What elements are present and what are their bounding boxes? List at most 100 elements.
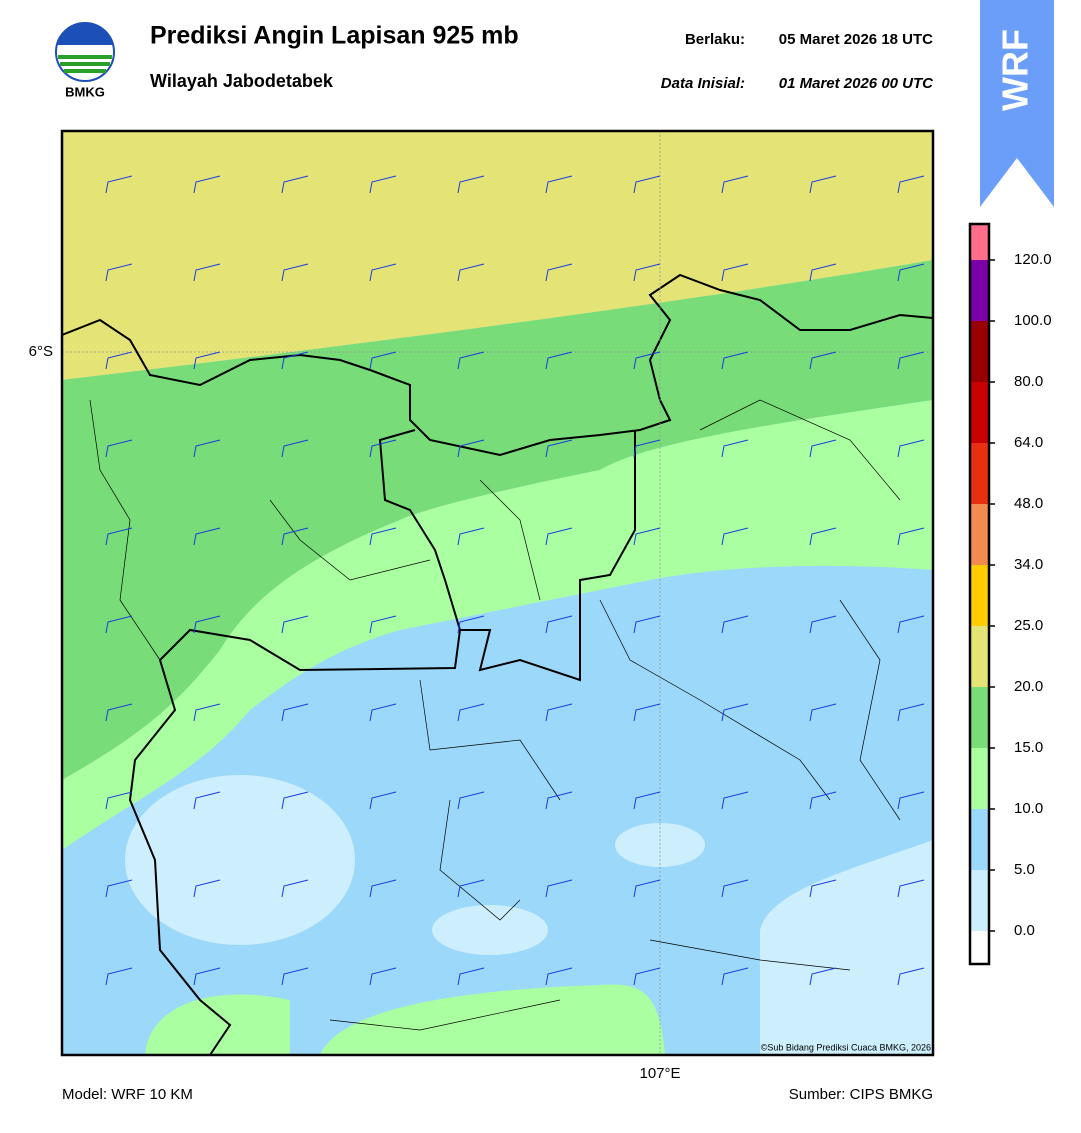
colorbar-tick-label: 25.0: [1014, 617, 1043, 634]
wind-barb: [193, 175, 221, 194]
color-segment: [970, 565, 989, 626]
wind-barb: [721, 879, 749, 898]
wind-barb: [457, 439, 485, 458]
color-segment: [970, 687, 989, 748]
colorbar-tick-label: 5.0: [1014, 861, 1035, 878]
wind-barb: [193, 791, 221, 810]
wind-barb: [193, 351, 221, 370]
wind-barb: [809, 439, 837, 458]
wind-barb: [809, 351, 837, 370]
wind-barb: [897, 879, 925, 898]
wind-barb: [809, 967, 837, 986]
color-segment: [970, 870, 989, 931]
wind-barb: [897, 615, 925, 634]
wind-barb: [633, 967, 661, 986]
wind-barb: [105, 791, 133, 810]
colorbar-tick-label: 10.0: [1014, 800, 1043, 817]
credit: ©Sub Bidang Prediksi Cuaca BMKG, 2026: [761, 1042, 931, 1052]
wind-barb: [369, 967, 397, 986]
wind-barb: [897, 967, 925, 986]
wind-barb: [721, 703, 749, 722]
wind-barb: [633, 791, 661, 810]
wind-barb: [633, 879, 661, 898]
color-segment: [970, 504, 989, 565]
lon-label: 107°E: [639, 1065, 680, 1082]
wind-barb: [369, 351, 397, 370]
wind-barb: [281, 615, 309, 634]
colorbar: 0.0 5.0 10.0 15.0 20.0 25.0 34.0 48.0 64.0 80.0 10…: [968, 222, 1052, 966]
color-segment: [970, 748, 989, 809]
color-segment: [970, 224, 989, 260]
wind-barb: [633, 263, 661, 282]
wind-barb: [193, 879, 221, 898]
wind-barb: [809, 615, 837, 634]
color-segment: [970, 809, 989, 870]
wind-barb: [105, 527, 133, 546]
wind-barb: [633, 351, 661, 370]
logo: BMKG: [55, 22, 115, 99]
footer-model: Model: WRF 10 KM: [62, 1086, 193, 1103]
wind-barb: [721, 351, 749, 370]
wind-barb: [281, 527, 309, 546]
wind-barb: [721, 791, 749, 810]
wind-barb: [633, 527, 661, 546]
wind-barb: [897, 527, 925, 546]
wind-barb: [281, 879, 309, 898]
wind-barb: [105, 967, 133, 986]
color-segment: [970, 931, 989, 964]
color-segment: [970, 626, 989, 687]
wind-barb: [281, 175, 309, 194]
wind-barb: [897, 791, 925, 810]
wind-barb: [457, 879, 485, 898]
wind-barb: [193, 263, 221, 282]
wind-barb: [545, 175, 573, 194]
wind-barb: [281, 791, 309, 810]
badge-text: WRF: [995, 29, 1036, 111]
wind-barb: [369, 439, 397, 458]
wind-barb: [369, 879, 397, 898]
colorbar-tick-label: 48.0: [1014, 495, 1043, 512]
wind-barb: [193, 615, 221, 634]
wind-barb: [545, 527, 573, 546]
wind-barb: [457, 527, 485, 546]
wind-barb: [545, 791, 573, 810]
wind-barb: [193, 439, 221, 458]
wind-barb: [369, 527, 397, 546]
wind-barb: [281, 967, 309, 986]
wind-barb: [105, 175, 133, 194]
colorbar-tick-label: 64.0: [1014, 434, 1043, 451]
wind-barb: [105, 615, 133, 634]
wind-barb: [545, 263, 573, 282]
color-segment: [970, 260, 989, 321]
wind-barb: [457, 263, 485, 282]
wind-barb: [721, 527, 749, 546]
wind-barb: [721, 263, 749, 282]
wind-barb: [281, 263, 309, 282]
valid-label: Berlaku:: [685, 31, 745, 48]
wind-barb: [897, 703, 925, 722]
wind-barb: [633, 615, 661, 634]
wind-barb: [193, 703, 221, 722]
wind-barb: [721, 967, 749, 986]
wind-barb: [369, 263, 397, 282]
wind-barb: [809, 703, 837, 722]
subtitle: Wilayah Jabodetabek: [150, 71, 334, 91]
initial-time: 01 Maret 2026 00 UTC: [779, 75, 934, 92]
wind-barb: [545, 439, 573, 458]
colorbar-tick-label: 20.0: [1014, 678, 1043, 695]
wind-barb: [105, 879, 133, 898]
wind-barb: [545, 703, 573, 722]
wind-barb: [193, 967, 221, 986]
colorbar-tick-label: 100.0: [1014, 312, 1052, 329]
wind-barb: [545, 879, 573, 898]
wind-barb: [281, 703, 309, 722]
colorbar-tick-label: 34.0: [1014, 556, 1043, 573]
map: [62, 131, 933, 1055]
wind-barb: [457, 791, 485, 810]
colorbar-tick-label: 0.0: [1014, 922, 1035, 939]
map-frame: [60, 129, 935, 1057]
colorbar-frame: [968, 222, 991, 966]
badge: WRF: [980, 0, 1054, 207]
wind-barb: [897, 439, 925, 458]
